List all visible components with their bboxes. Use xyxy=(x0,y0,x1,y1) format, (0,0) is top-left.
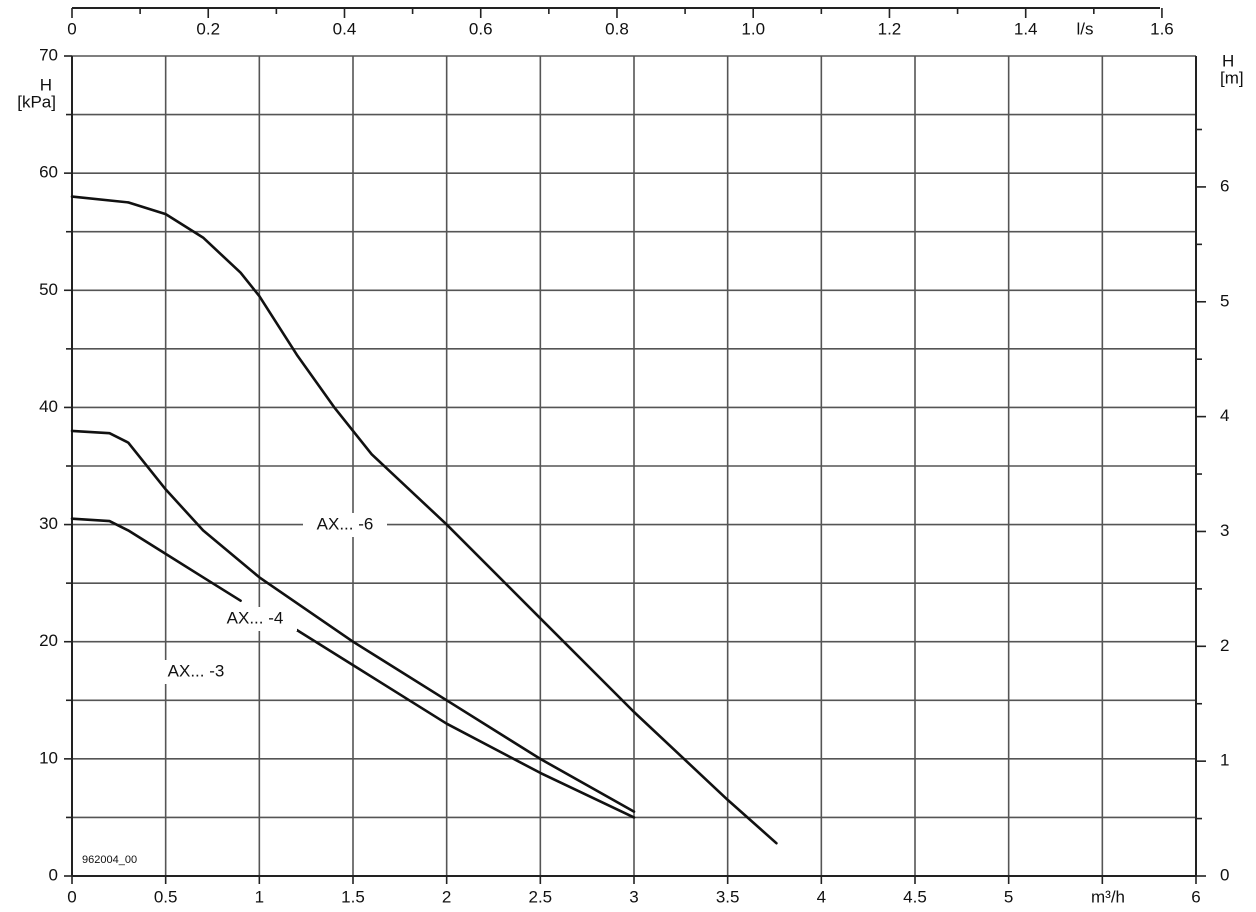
y2-tick-label: 0 xyxy=(1220,865,1229,884)
x2-tick-label: 0.2 xyxy=(196,19,220,38)
y2-tick-label: 6 xyxy=(1220,176,1229,195)
x-tick-label: 0.5 xyxy=(154,887,178,906)
x-tick-label: 2 xyxy=(442,887,451,906)
y-axis-unit: [kPa] xyxy=(17,92,56,111)
y-axis-label: H xyxy=(40,75,52,94)
y-tick-label: 0 xyxy=(49,865,58,884)
label-background xyxy=(154,660,238,684)
x2-tick-label: 1.6 xyxy=(1150,19,1174,38)
x-axis-label: m³/h xyxy=(1091,887,1125,906)
x-tick-label: 0 xyxy=(67,887,76,906)
x-tick-label: 4 xyxy=(817,887,826,906)
y-tick-label: 60 xyxy=(39,163,58,182)
y-tick-label: 70 xyxy=(39,45,58,64)
x2-tick-label: 1.2 xyxy=(878,19,902,38)
curve xyxy=(70,195,778,845)
x2-tick-label: 0.8 xyxy=(605,19,629,38)
y2-tick-label: 1 xyxy=(1220,751,1229,770)
y2-tick-label: 5 xyxy=(1220,291,1229,310)
x2-tick-label: 1.0 xyxy=(741,19,765,38)
x-tick-label: 5 xyxy=(1004,887,1013,906)
x-tick-label: 2.5 xyxy=(529,887,553,906)
x2-tick-label: 1.4 xyxy=(1014,19,1038,38)
x2-tick-label: 0.6 xyxy=(469,19,493,38)
x-tick-label: 3.5 xyxy=(716,887,740,906)
curve xyxy=(70,517,636,819)
y2-axis-unit: [m] xyxy=(1220,68,1244,87)
curve xyxy=(70,429,636,813)
y2-tick-label: 2 xyxy=(1220,636,1229,655)
y-tick-label: 20 xyxy=(39,631,58,650)
x-tick-label: 1.5 xyxy=(341,887,365,906)
label-background xyxy=(303,513,387,537)
curve-label: AX... -3 xyxy=(168,661,225,680)
curve-label: AX... -6 xyxy=(317,514,374,533)
y-tick-label: 30 xyxy=(39,514,58,533)
annotation: 962004_00 xyxy=(82,854,137,866)
x2-tick-label: 0 xyxy=(67,19,76,38)
y-tick-label: 50 xyxy=(39,280,58,299)
x2-tick-label: 0.4 xyxy=(333,19,357,38)
label-background xyxy=(213,607,297,631)
curve-label: AX... -4 xyxy=(227,608,284,627)
y-tick-label: 40 xyxy=(39,397,58,416)
x-tick-label: 6 xyxy=(1191,887,1200,906)
y2-tick-label: 4 xyxy=(1220,406,1229,425)
x-tick-label: 3 xyxy=(629,887,638,906)
y2-axis-label: H xyxy=(1222,51,1234,70)
y-tick-label: 10 xyxy=(39,748,58,767)
x2-axis-label: l/s xyxy=(1077,19,1094,38)
y2-tick-label: 3 xyxy=(1220,521,1229,540)
x-tick-label: 4.5 xyxy=(903,887,927,906)
x-tick-label: 1 xyxy=(255,887,264,906)
